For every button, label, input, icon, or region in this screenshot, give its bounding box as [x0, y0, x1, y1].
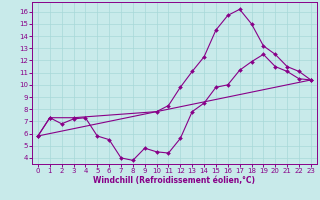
X-axis label: Windchill (Refroidissement éolien,°C): Windchill (Refroidissement éolien,°C) [93, 176, 255, 185]
